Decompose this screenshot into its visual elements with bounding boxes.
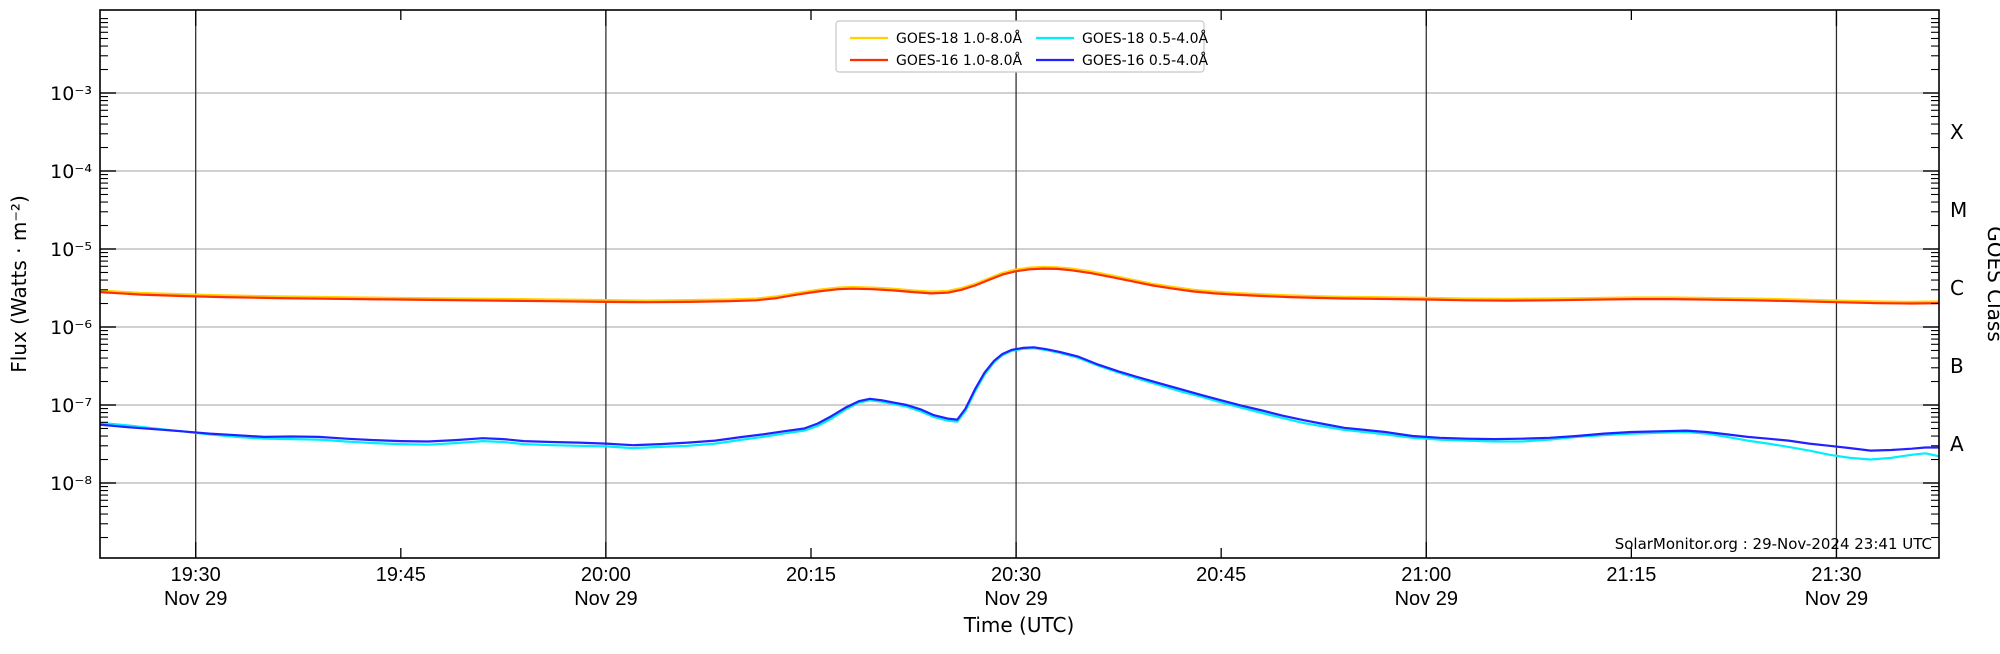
goes-class-label-b: B (1950, 354, 1964, 378)
series-goes-18-0-5-4-0a (100, 347, 1939, 461)
x-tick-date-label: Nov 29 (984, 588, 1047, 610)
legend-label: GOES-16 0.5-4.0Å (1082, 52, 1208, 69)
y-axis-label-goes-class: GOES Class (1983, 226, 2000, 342)
legend-label: GOES-16 1.0-8.0Å (896, 52, 1022, 69)
legend-item: GOES-18 0.5-4.0Å (1036, 30, 1208, 47)
legend-box (835, 20, 1205, 73)
x-tick-date-label: Nov 29 (1395, 588, 1458, 610)
gridlines (100, 10, 1939, 558)
flux-series (100, 265, 1939, 461)
goes-class-label-a: A (1950, 432, 1964, 456)
x-tick-label: 20:45 (1196, 564, 1246, 586)
goes-class-label-m: M (1950, 198, 1967, 222)
goes-class-label-x: X (1950, 120, 1964, 144)
legend: GOES-18 1.0-8.0Å GOES-16 1.0-8.0Å GOES-18 … (835, 20, 1208, 73)
x-tick-label: 20:30 (991, 564, 1041, 586)
x-tick-label: 20:15 (786, 564, 836, 586)
y-tick-label: 10⁻⁶ (50, 317, 92, 339)
solarmonitor-annotation: SolarMonitor.org : 29-Nov-2024 23:41 UTC (1615, 535, 1932, 553)
x-tick-label: 21:15 (1606, 564, 1656, 586)
legend-item: GOES-16 1.0-8.0Å (850, 52, 1022, 69)
y-tick-label: 10⁻⁴ (50, 161, 92, 183)
x-tick-label: 20:00 (581, 564, 631, 586)
x-tick-date-label: Nov 29 (164, 588, 227, 610)
x-tick-date-label: Nov 29 (1805, 588, 1868, 610)
y-axis-label-flux: Flux (Watts · m⁻²) (7, 195, 31, 373)
series-goes-16-1-0-8-0a (100, 267, 1939, 305)
legend-label: GOES-18 0.5-4.0Å (1082, 30, 1208, 47)
series-goes-16-0-5-4-0a (100, 346, 1939, 452)
y-tick-label: 10⁻⁵ (50, 239, 92, 261)
x-tick-label: 19:45 (376, 564, 426, 586)
legend-item: GOES-18 1.0-8.0Å (850, 30, 1022, 47)
x-tick-label: 21:30 (1811, 564, 1861, 586)
legend-item: GOES-16 0.5-4.0Å (1036, 52, 1208, 69)
plot-frame (99, 9, 1940, 559)
goes-class-label-c: C (1950, 276, 1964, 300)
legend-label: GOES-18 1.0-8.0Å (896, 30, 1022, 47)
x-axis-label: Time (UTC) (963, 613, 1075, 637)
x-tick-date-label: Nov 29 (574, 588, 637, 610)
y-tick-label: 10⁻³ (50, 83, 92, 105)
y-tick-label: 10⁻⁷ (50, 395, 92, 417)
series-goes-18-1-0-8-0a (100, 265, 1939, 303)
x-tick-label: 19:30 (171, 564, 221, 586)
axis-ticks (100, 10, 1939, 558)
y-tick-label: 10⁻⁸ (50, 473, 92, 495)
x-tick-label: 21:00 (1401, 564, 1451, 586)
